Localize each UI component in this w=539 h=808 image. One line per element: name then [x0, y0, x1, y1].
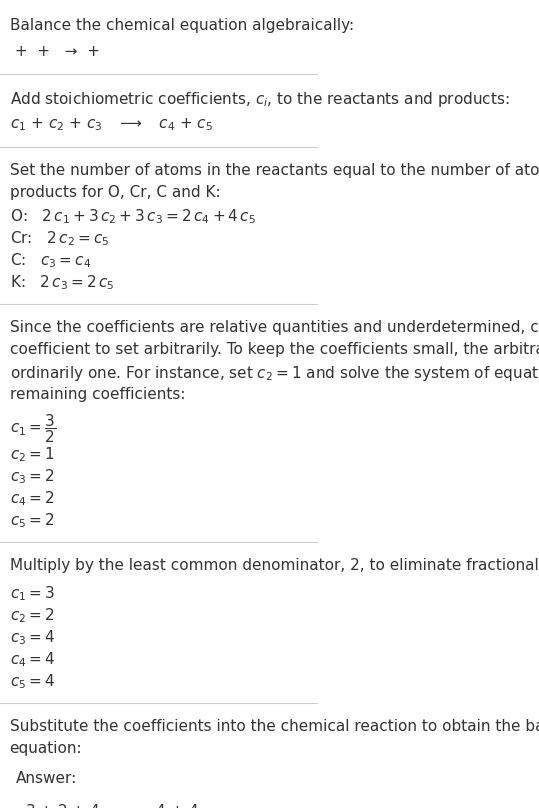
Text: Cr:   $2\,c_2 = c_5$: Cr: $2\,c_2 = c_5$ [10, 229, 109, 248]
Text: Substitute the coefficients into the chemical reaction to obtain the balanced: Substitute the coefficients into the che… [10, 719, 539, 734]
Text: $c_5 = 2$: $c_5 = 2$ [10, 511, 54, 530]
Text: equation:: equation: [10, 741, 82, 756]
Text: $c_3 = 2$: $c_3 = 2$ [10, 467, 54, 486]
Text: ordinarily one. For instance, set $c_2 = 1$ and solve the system of equations fo: ordinarily one. For instance, set $c_2 =… [10, 364, 539, 383]
Text: Add stoichiometric coefficients, $c_i$, to the reactants and products:: Add stoichiometric coefficients, $c_i$, … [10, 90, 509, 109]
Text: C:   $c_3 = c_4$: C: $c_3 = c_4$ [10, 251, 91, 271]
Text: Set the number of atoms in the reactants equal to the number of atoms in the: Set the number of atoms in the reactants… [10, 163, 539, 178]
Text: Multiply by the least common denominator, 2, to eliminate fractional coefficient: Multiply by the least common denominator… [10, 558, 539, 573]
Text: $c_1$ $+$ $c_2$ $+$ $c_3$   $\longrightarrow$   $c_4$ $+$ $c_5$: $c_1$ $+$ $c_2$ $+$ $c_3$ $\longrightarr… [10, 116, 212, 133]
Text: $c_2 = 1$: $c_2 = 1$ [10, 445, 54, 464]
Text: Answer:: Answer: [16, 771, 77, 786]
Text: K:   $2\,c_3 = 2\,c_5$: K: $2\,c_3 = 2\,c_5$ [10, 274, 114, 292]
Text: $c_5 = 4$: $c_5 = 4$ [10, 672, 54, 691]
Text: products for O, Cr, C and K:: products for O, Cr, C and K: [10, 185, 220, 200]
Text: $c_4 = 2$: $c_4 = 2$ [10, 489, 54, 508]
Text: remaining coefficients:: remaining coefficients: [10, 386, 185, 402]
Text: $c_1 = \dfrac{3}{2}$: $c_1 = \dfrac{3}{2}$ [10, 413, 56, 445]
Text: Balance the chemical equation algebraically:: Balance the chemical equation algebraica… [10, 18, 354, 33]
Text: O:   $2\,c_1 + 3\,c_2 + 3\,c_3 = 2\,c_4 + 4\,c_5$: O: $2\,c_1 + 3\,c_2 + 3\,c_3 = 2\,c_4 + … [10, 208, 255, 226]
Text: $3$ + $2$ + $4$   $\longrightarrow$   $4$ + $4$: $3$ + $2$ + $4$ $\longrightarrow$ $4$ + … [25, 803, 199, 808]
Text: Since the coefficients are relative quantities and underdetermined, choose a: Since the coefficients are relative quan… [10, 320, 539, 335]
FancyBboxPatch shape [6, 760, 127, 808]
Text: $c_1 = 3$: $c_1 = 3$ [10, 584, 54, 603]
Text: +  +   →  +: + + → + [10, 44, 105, 59]
Text: $c_3 = 4$: $c_3 = 4$ [10, 628, 54, 647]
Text: $c_4 = 4$: $c_4 = 4$ [10, 650, 54, 669]
Text: $c_2 = 2$: $c_2 = 2$ [10, 606, 54, 625]
Text: coefficient to set arbitrarily. To keep the coefficients small, the arbitrary va: coefficient to set arbitrarily. To keep … [10, 343, 539, 357]
